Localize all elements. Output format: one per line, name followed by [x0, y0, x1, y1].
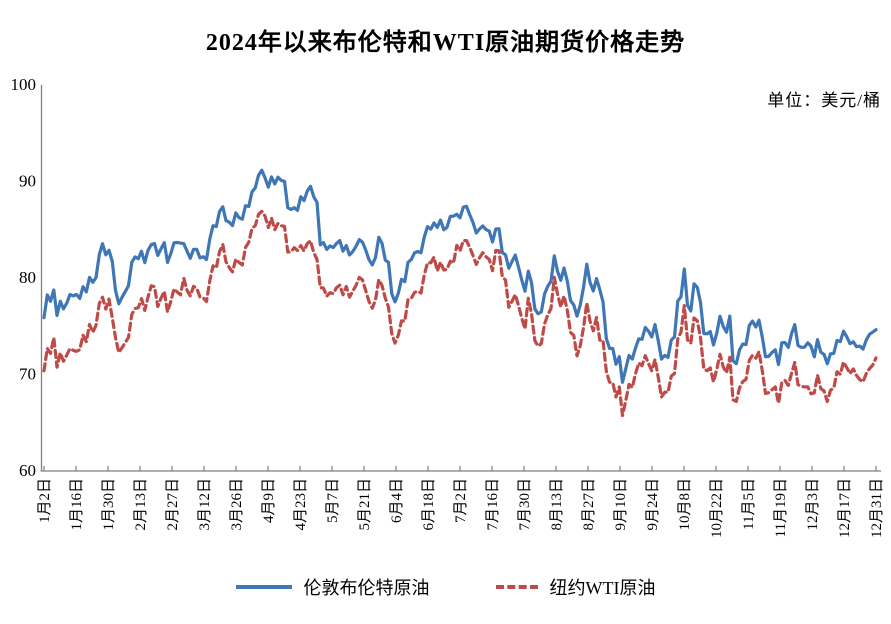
x-tick-label: 12月3日 — [805, 478, 821, 531]
x-tick-label: 11月19日 — [773, 478, 789, 537]
x-tick-label: 7月30日 — [517, 478, 533, 531]
x-tick-label: 6月4日 — [389, 478, 405, 523]
x-tick-label: 5月21日 — [357, 478, 373, 531]
x-tick-label: 12月31日 — [869, 478, 885, 538]
x-tick-label: 1月16日 — [69, 478, 85, 531]
unit-label: 单位：美元/桶 — [767, 91, 881, 110]
x-tick-label: 11月5日 — [741, 478, 757, 530]
legend-label-wti: 纽约WTI原油 — [549, 578, 656, 598]
x-tick-label: 3月12日 — [197, 478, 213, 531]
x-tick-label: 9月24日 — [645, 478, 661, 531]
legend-label-brent: 伦敦布伦特原油 — [303, 578, 430, 598]
y-tick-label: 60 — [19, 461, 36, 480]
x-tick-label: 10月8日 — [677, 478, 693, 531]
y-tick-label: 70 — [19, 365, 36, 384]
wti-dashed-line-icon — [495, 585, 538, 589]
wti-price-line — [42, 209, 878, 418]
x-tick-label: 3月26日 — [229, 478, 245, 531]
x-tick-label: 7月16日 — [485, 478, 501, 531]
y-tick-label: 90 — [19, 172, 36, 191]
chart-legend: 伦敦布伦特原油 纽约WTI原油 — [0, 574, 891, 600]
x-tick-label: 2月27日 — [165, 478, 181, 531]
y-tick-label: 80 — [19, 268, 36, 287]
y-tick-label: 100 — [11, 75, 37, 94]
brent-solid-line-icon — [235, 585, 292, 589]
chart-title: 2024年以来布伦特和WTI原油期货价格走势 — [205, 30, 686, 56]
x-tick-label: 8月13日 — [549, 478, 565, 531]
x-tick-label: 12月17日 — [837, 478, 853, 538]
x-tick-label: 6月18日 — [421, 478, 437, 531]
x-tick-label: 4月9日 — [261, 478, 277, 523]
x-tick-label: 10月22日 — [709, 478, 725, 538]
legend-item-brent: 伦敦布伦特原油 — [235, 574, 430, 600]
x-tick-label: 7月2日 — [453, 478, 469, 523]
x-tick-label: 4月23日 — [293, 478, 309, 531]
x-tick-label: 1月2日 — [37, 478, 53, 523]
x-tick-label: 5月7日 — [325, 478, 341, 523]
x-tick-label: 8月27日 — [581, 478, 597, 531]
brent-price-line — [42, 168, 878, 384]
x-tick-label: 1月30日 — [101, 478, 117, 531]
legend-item-wti: 纽约WTI原油 — [495, 574, 656, 600]
x-tick-label: 9月10日 — [613, 478, 629, 531]
x-tick-label: 2月13日 — [133, 478, 149, 531]
